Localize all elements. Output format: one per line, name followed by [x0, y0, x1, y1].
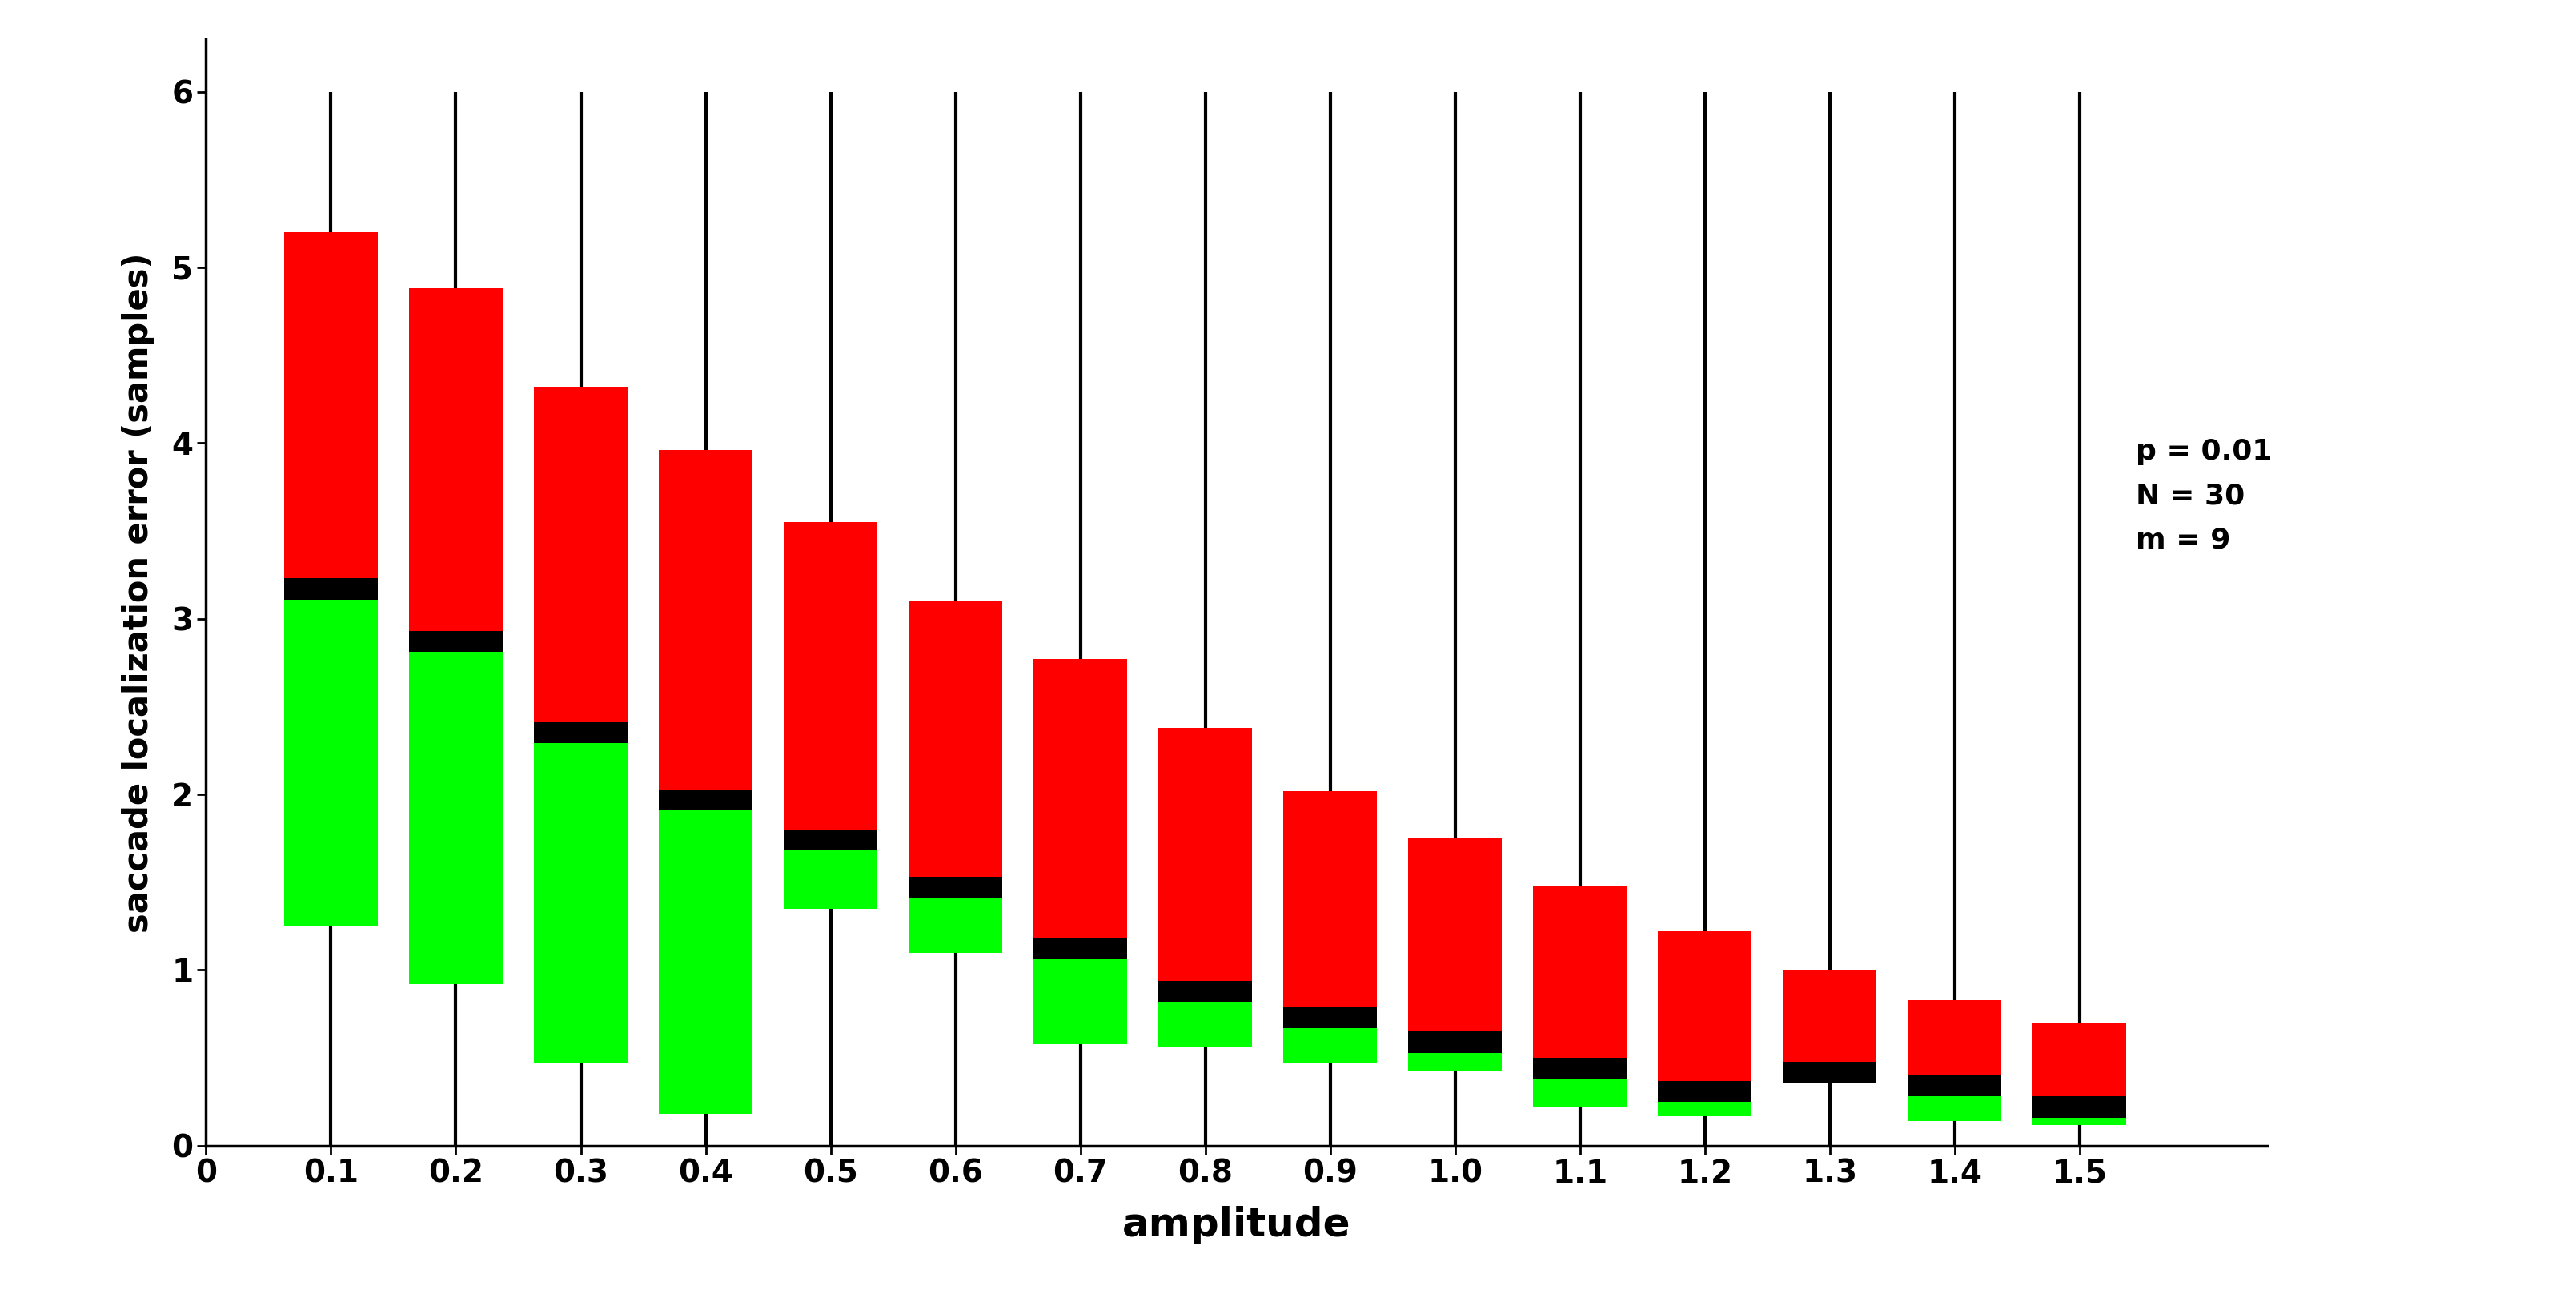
Bar [1783, 1061, 1875, 1082]
Bar [410, 631, 502, 652]
Bar [1659, 1091, 1752, 1116]
Bar [1533, 1069, 1628, 1107]
Bar [410, 642, 502, 984]
Bar [1783, 970, 1875, 1072]
Bar [1533, 885, 1628, 1069]
Bar [2032, 1023, 2125, 1107]
Bar [533, 723, 629, 743]
Y-axis label: saccade localization error (samples): saccade localization error (samples) [121, 253, 155, 932]
Bar [659, 799, 752, 1115]
Text: p = 0.01
N = 30
m = 9: p = 0.01 N = 30 m = 9 [2136, 437, 2272, 553]
Bar [659, 789, 752, 810]
Bar [1033, 659, 1128, 949]
Bar [410, 289, 502, 642]
Bar [1283, 1018, 1378, 1064]
Bar [1409, 1042, 1502, 1070]
Bar [1159, 728, 1252, 991]
Bar [533, 387, 629, 733]
Bar [783, 522, 878, 840]
Bar [909, 602, 1002, 888]
Bar [783, 840, 878, 909]
Bar [2032, 1107, 2125, 1125]
Bar [659, 450, 752, 799]
Bar [1659, 931, 1752, 1091]
Bar [783, 829, 878, 850]
Bar [1033, 949, 1128, 1044]
Bar [1283, 790, 1378, 1018]
Bar [1409, 838, 1502, 1042]
Bar [1783, 1072, 1875, 1079]
X-axis label: amplitude: amplitude [1123, 1206, 1350, 1245]
Bar [1659, 1081, 1752, 1101]
Bar [1909, 1075, 2002, 1096]
Bar [283, 232, 379, 589]
Bar [1159, 991, 1252, 1047]
Bar [1909, 1000, 2002, 1086]
Bar [533, 733, 629, 1064]
Bar [1033, 939, 1128, 960]
Bar [1159, 980, 1252, 1001]
Bar [1283, 1006, 1378, 1029]
Bar [1409, 1031, 1502, 1052]
Bar [1533, 1059, 1628, 1079]
Bar [909, 888, 1002, 953]
Bar [1909, 1086, 2002, 1121]
Bar [283, 589, 379, 926]
Bar [2032, 1096, 2125, 1117]
Bar [283, 578, 379, 599]
Bar [909, 878, 1002, 898]
